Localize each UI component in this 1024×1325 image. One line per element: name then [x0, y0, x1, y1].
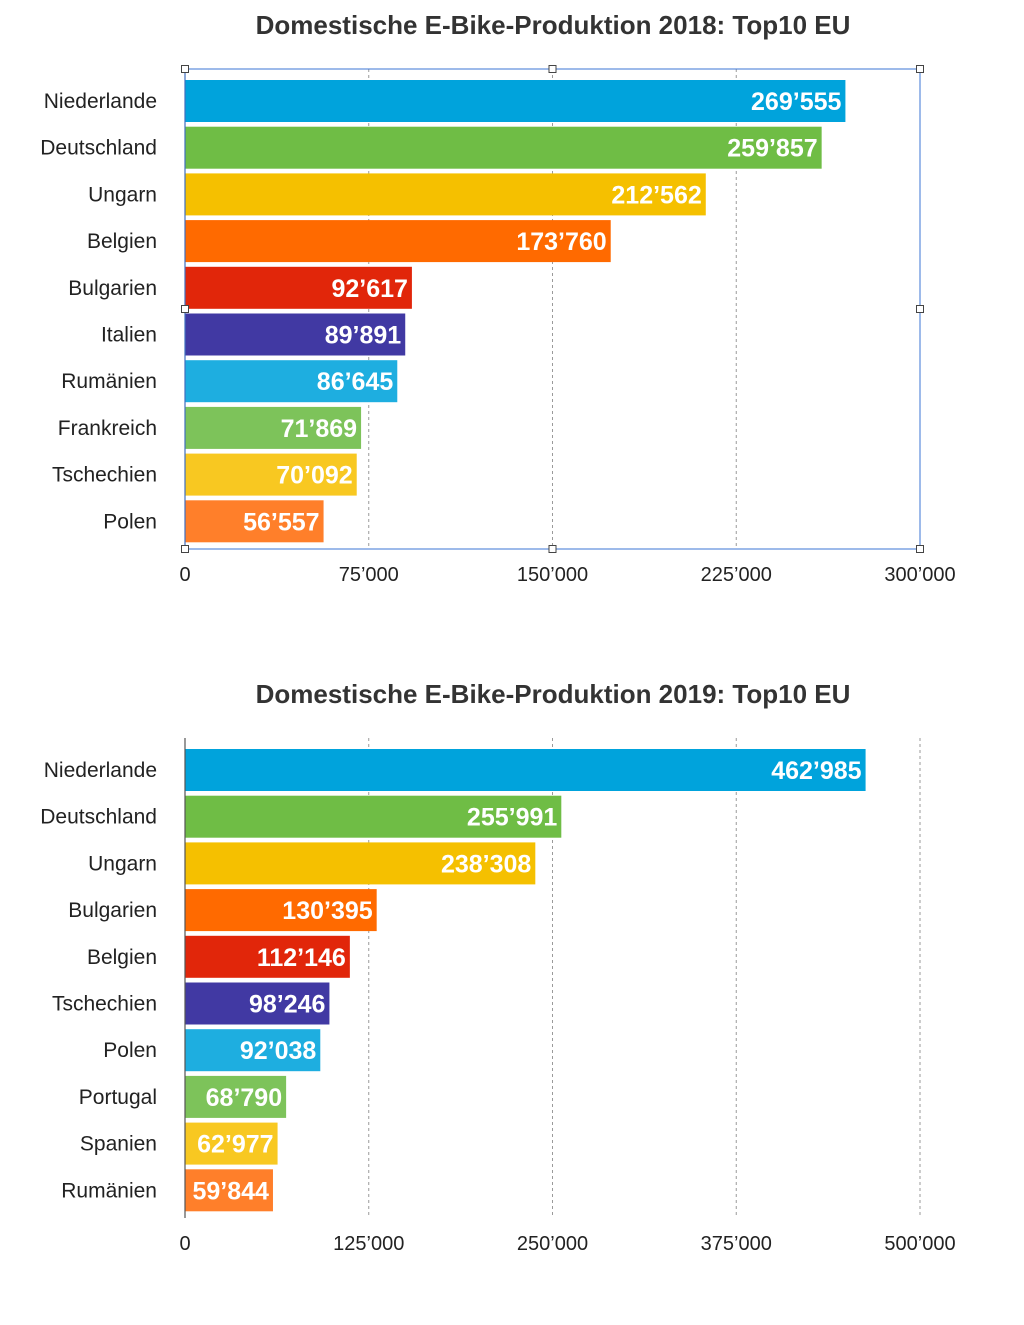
tick-label: 500’000 [884, 1233, 955, 1255]
value-label: 92’038 [240, 1037, 317, 1065]
value-label: 71’869 [281, 415, 357, 443]
bar-spanien [185, 1122, 278, 1165]
value-label: 238’308 [441, 850, 531, 878]
tick-label: 300’000 [884, 564, 955, 586]
bar-ungarn [185, 842, 536, 885]
tick-label: 125’000 [333, 1233, 404, 1255]
category-label: Ungarn [88, 852, 157, 875]
bar-rumänien [185, 1169, 273, 1212]
bar-belgien [185, 935, 350, 978]
value-label: 59’844 [193, 1177, 270, 1205]
value-label: 173’760 [516, 228, 606, 256]
chart-title: Domestische E-Bike-Produktion 2018: Top1… [256, 10, 851, 40]
value-label: 269’555 [751, 88, 841, 116]
value-label: 462’985 [771, 757, 861, 785]
value-label: 68’790 [206, 1084, 282, 1112]
bar-ungarn [185, 173, 706, 216]
category-label: Italien [101, 324, 157, 347]
bar-tschechien [185, 982, 330, 1025]
category-label: Belgien [87, 230, 157, 253]
category-label: Niederlande [44, 90, 157, 113]
resize-handle[interactable] [916, 305, 924, 313]
category-label: Rumänien [61, 1179, 157, 1202]
category-label: Polen [103, 1039, 157, 1062]
value-label: 62’977 [197, 1131, 273, 1159]
bar-niederlande [185, 749, 866, 791]
bar-portugal [185, 1075, 287, 1118]
value-label: 89’891 [325, 322, 402, 350]
resize-handle[interactable] [548, 65, 557, 73]
value-label: 56’557 [243, 508, 319, 536]
resize-handle[interactable] [181, 305, 189, 313]
category-label: Spanien [80, 1133, 157, 1156]
resize-handle[interactable] [916, 65, 924, 73]
category-label: Bulgarien [68, 277, 157, 300]
chart-2019: Domestische E-Bike-Produktion 2019: Top1… [40, 679, 955, 1255]
value-label: 70’092 [276, 462, 352, 490]
bar-bulgarien [185, 889, 377, 932]
value-label: 92’617 [331, 275, 407, 303]
category-label: Deutschland [40, 137, 157, 160]
category-label: Portugal [79, 1086, 157, 1109]
tick-label: 0 [179, 564, 190, 586]
value-label: 98’246 [249, 991, 325, 1019]
category-label: Rumänien [61, 370, 157, 393]
bar-frankreich [185, 406, 362, 449]
category-label: Frankreich [58, 417, 157, 440]
bar-bulgarien [185, 266, 412, 309]
bar-polen [185, 500, 324, 543]
category-label: Niederlande [44, 759, 157, 782]
tick-label: 375’000 [701, 1233, 772, 1255]
value-label: 130’395 [282, 897, 372, 925]
bar-niederlande [185, 80, 846, 122]
value-label: 255’991 [467, 804, 557, 832]
tick-label: 225’000 [701, 564, 772, 586]
value-label: 212’562 [611, 181, 701, 209]
category-label: Belgien [87, 946, 157, 969]
tick-label: 250’000 [517, 1233, 588, 1255]
resize-handle[interactable] [916, 545, 924, 553]
resize-handle[interactable] [548, 545, 557, 553]
category-label: Polen [103, 510, 157, 533]
bar-tschechien [185, 453, 357, 496]
tick-label: 0 [179, 1233, 190, 1255]
resize-handle[interactable] [181, 545, 189, 553]
value-label: 112’146 [257, 944, 346, 972]
value-label: 86’645 [317, 368, 394, 396]
chart-title: Domestische E-Bike-Produktion 2019: Top1… [256, 679, 851, 709]
category-label: Tschechien [52, 464, 157, 487]
resize-handle[interactable] [181, 65, 189, 73]
bar-polen [185, 1029, 321, 1072]
bar-deutschland [185, 795, 562, 838]
category-label: Tschechien [52, 993, 157, 1016]
value-label: 259’857 [727, 135, 817, 163]
category-label: Ungarn [88, 183, 157, 206]
bar-belgien [185, 220, 611, 263]
category-label: Bulgarien [68, 899, 157, 922]
bar-deutschland [185, 126, 822, 169]
tick-label: 75’000 [339, 564, 399, 586]
chart-2018[interactable]: Domestische E-Bike-Produktion 2018: Top1… [40, 10, 955, 586]
bar-rumänien [185, 360, 398, 403]
tick-label: 150’000 [517, 564, 588, 586]
bar-italien [185, 313, 406, 356]
category-label: Deutschland [40, 806, 157, 829]
